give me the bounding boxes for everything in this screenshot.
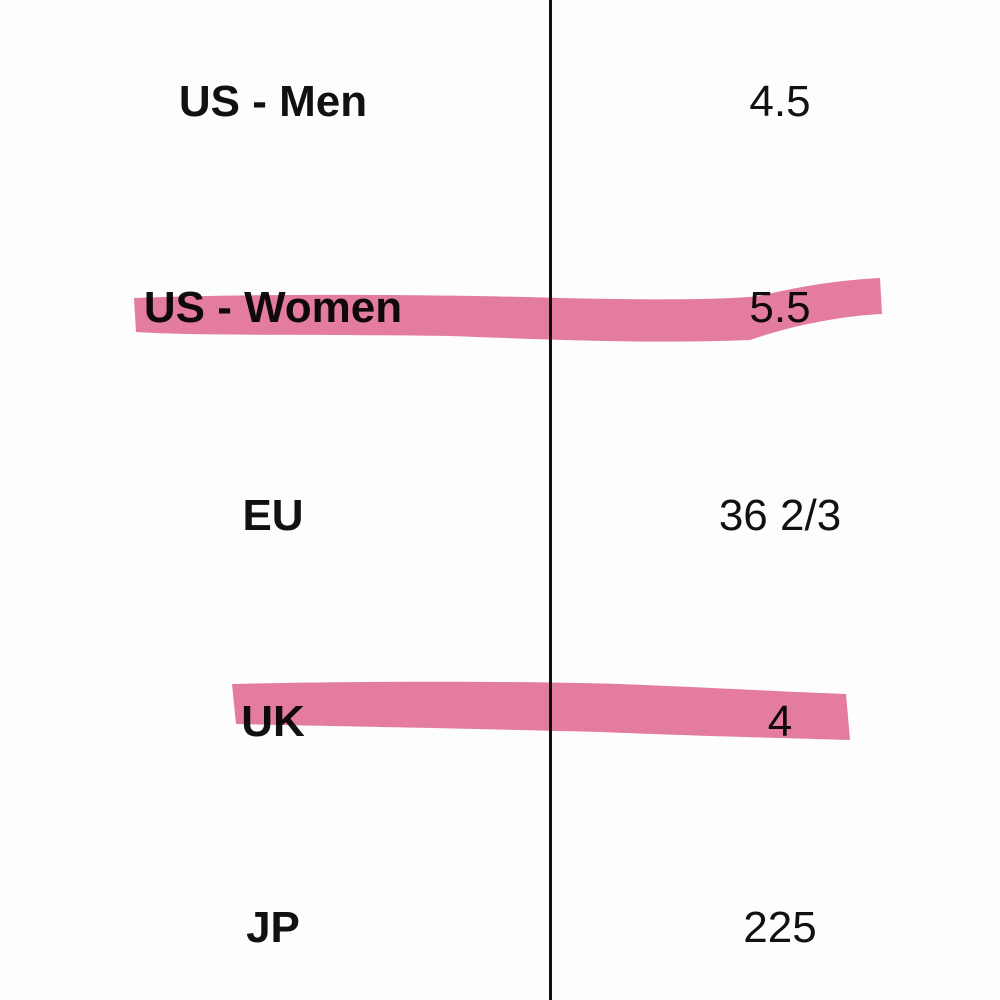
size-system-label: US - Men xyxy=(178,77,368,126)
size-value: 4.5 xyxy=(749,77,811,126)
size-value: 5.5 xyxy=(749,283,811,332)
column-divider xyxy=(549,0,552,1000)
size-system-label: US - Women xyxy=(143,283,403,332)
size-value: 4 xyxy=(767,697,793,746)
size-system-label: UK xyxy=(241,697,305,746)
size-value: 225 xyxy=(743,903,817,952)
size-value: 36 2/3 xyxy=(718,491,842,540)
size-system-label: JP xyxy=(246,903,300,952)
size-system-label: EU xyxy=(242,491,304,540)
